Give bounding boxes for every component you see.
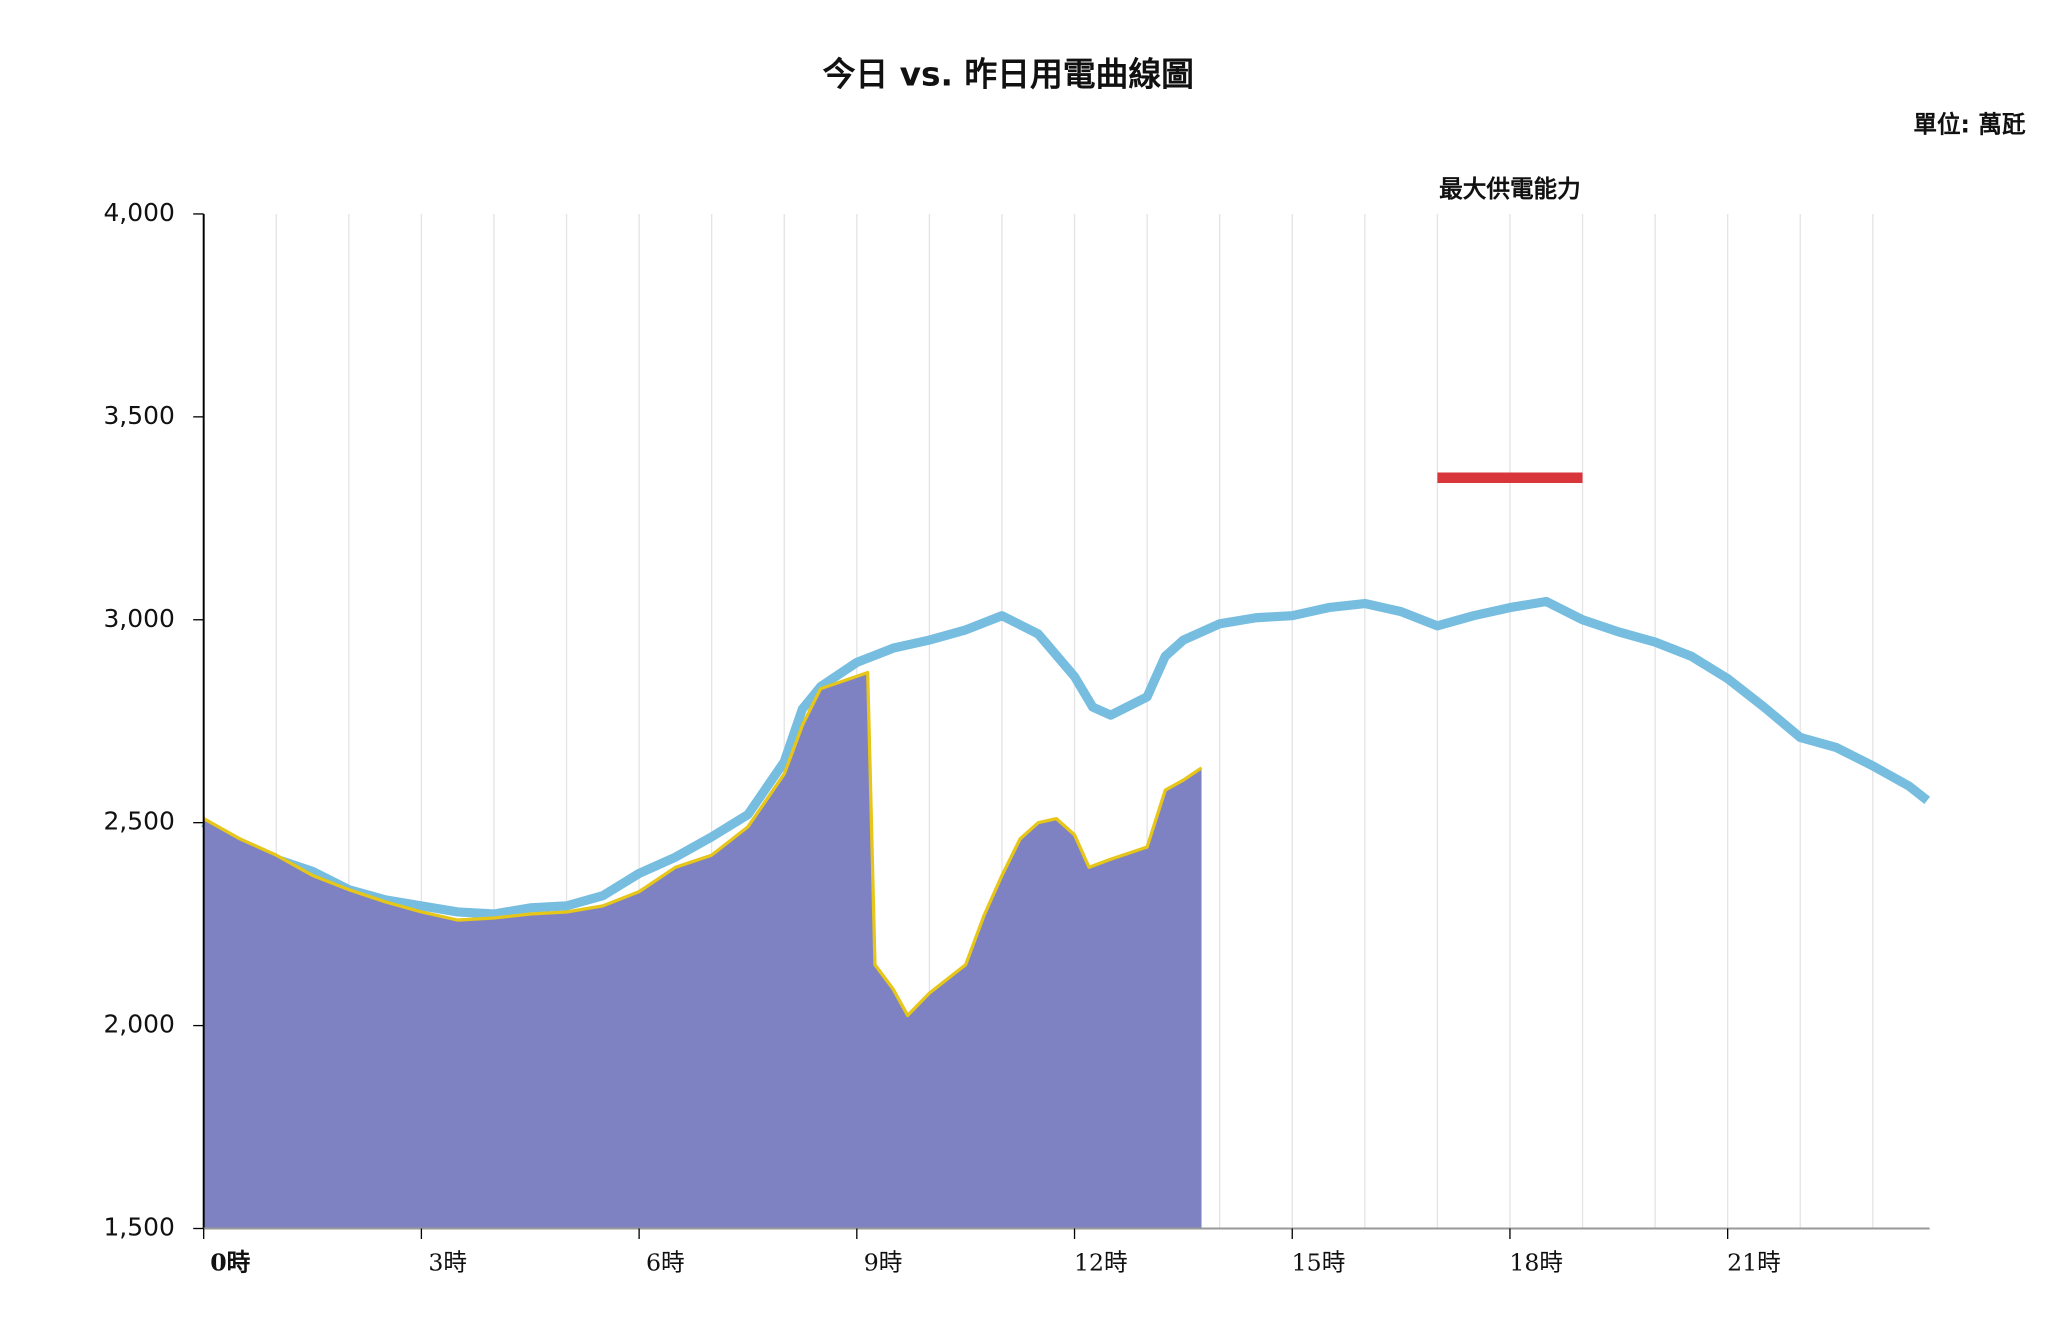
line <box>201 596 1931 919</box>
area <box>203 672 1202 1229</box>
x-tick-label: 3時 <box>428 1248 467 1276</box>
y-tick-label: 1,500 <box>103 1213 174 1242</box>
y-tick-label: 3,000 <box>103 604 174 633</box>
x-tick-label: 21時 <box>1727 1248 1781 1276</box>
x-tick-label: 6時 <box>646 1248 685 1276</box>
line <box>202 670 1203 1018</box>
x-tick-label: 12時 <box>1074 1248 1128 1276</box>
y-tick-label: 4,000 <box>103 198 174 227</box>
x-tick-label: 9時 <box>864 1248 903 1276</box>
chart-title: 今日 vs. 昨日用電曲線圖 <box>823 56 1194 94</box>
max-supply-label: 最大供電能力 <box>1439 175 1581 203</box>
x-tick-label: 15時 <box>1292 1248 1346 1276</box>
y-tick-label: 2,000 <box>103 1010 174 1039</box>
y-tick-label: 2,500 <box>103 807 174 836</box>
y-tick-label: 3,500 <box>103 401 174 430</box>
unit-label: 單位: 萬瓩 <box>1913 111 2025 139</box>
x-tick-label: 18時 <box>1509 1248 1563 1276</box>
x-tick-label: 0時 <box>210 1248 250 1276</box>
